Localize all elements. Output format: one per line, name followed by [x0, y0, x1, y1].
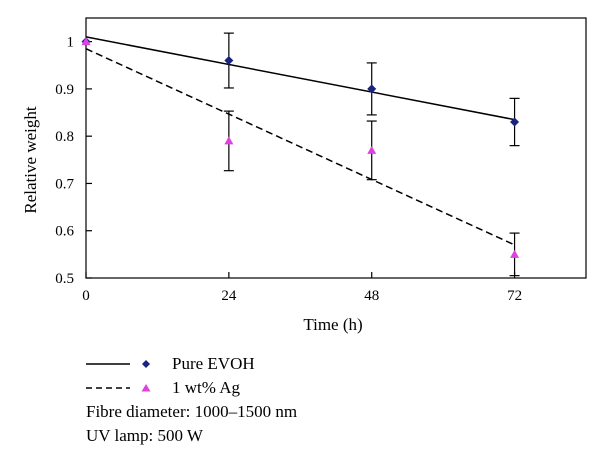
point-ag: [224, 136, 234, 145]
legend-swatch-pure-evoh: [86, 360, 150, 368]
axis-ticks: 0 24 48 72 0.5 0.6 0.7 0.8 0.9 1: [55, 35, 522, 304]
x-tick-label: 72: [507, 288, 522, 304]
y-axis-label: Relative weight: [21, 106, 40, 213]
x-tick-label: 0: [82, 288, 90, 304]
fit-line-pure-evoh: [85, 36, 515, 121]
legend-item-ag: 1 wt% Ag: [86, 376, 297, 400]
y-tick-label: 0.6: [55, 224, 74, 240]
legend-item-pure-evoh: Pure EVOH: [86, 352, 297, 376]
plot-area: [85, 17, 587, 279]
error-bars: [223, 32, 520, 277]
uv-lamp-note: UV lamp: 500 W: [86, 426, 203, 445]
point-pure-evoh: [224, 56, 234, 66]
y-tick-label: 0.7: [55, 176, 74, 192]
legend: Pure EVOH 1 wt% Ag Fibre diameter: 1000–…: [86, 352, 297, 448]
y-tick-label: 0.8: [55, 129, 74, 145]
data-points: [81, 37, 520, 258]
y-tick-label: 1: [67, 35, 75, 51]
point-ag: [510, 249, 520, 258]
fibre-diameter-note: Fibre diameter: 1000–1500 nm: [86, 402, 298, 421]
legend-swatch-ag: [86, 384, 151, 392]
fit-line-ag: [85, 48, 515, 246]
legend-label-ag: 1 wt% Ag: [172, 378, 240, 397]
point-pure-evoh: [367, 84, 377, 94]
point-ag: [81, 37, 91, 46]
legend-label-pure-evoh: Pure EVOH: [172, 354, 255, 373]
fit-lines: [85, 36, 515, 246]
chart: 0 24 48 72 0.5 0.6 0.7 0.8 0.9 1 Time (h) Relativ…: [21, 17, 587, 334]
x-tick-label: 48: [364, 288, 379, 304]
x-axis-label: Time (h): [303, 315, 362, 334]
point-pure-evoh: [510, 117, 520, 127]
plot-frame: [85, 17, 587, 279]
y-tick-label: 0.9: [55, 82, 74, 98]
x-tick-label: 24: [221, 288, 237, 304]
point-ag: [367, 145, 377, 154]
y-tick-label: 0.5: [55, 271, 74, 287]
